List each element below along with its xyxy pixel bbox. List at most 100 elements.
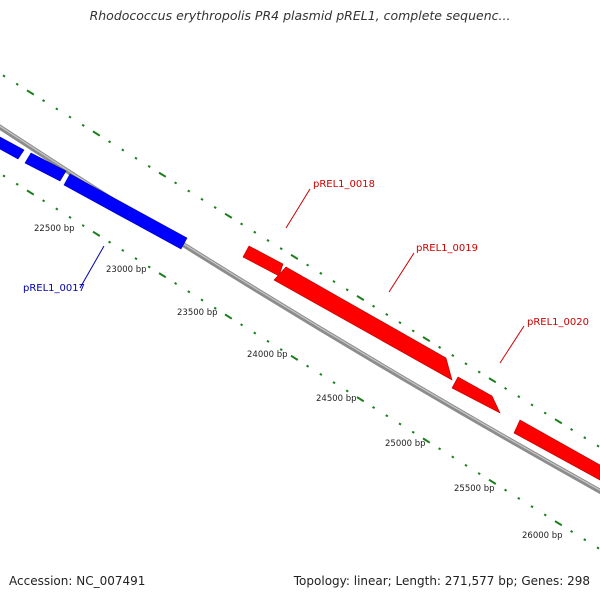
minor-tick: [411, 430, 415, 434]
major-tick: [158, 171, 167, 178]
gene-label-pREL1_0017[interactable]: pREL1_0017: [23, 283, 85, 294]
minor-tick: [530, 403, 534, 407]
minor-tick: [213, 306, 217, 310]
minor-tick: [372, 405, 376, 409]
gene-arrow-plus-0018[interactable]: [242, 245, 284, 277]
minor-tick: [517, 496, 521, 500]
major-tick: [290, 253, 299, 260]
minor-tick: [596, 546, 600, 550]
minor-tick: [477, 472, 481, 476]
major-tick: [26, 189, 35, 196]
position-label: 24500 bp: [316, 394, 357, 404]
minor-tick: [279, 348, 283, 352]
minor-tick: [306, 263, 310, 267]
position-label: 23000 bp: [106, 265, 147, 275]
major-tick: [554, 418, 563, 425]
position-label: 25500 bp: [454, 484, 495, 494]
minor-tick: [15, 182, 19, 186]
minor-tick: [55, 207, 59, 211]
gene-arrow-plus-0019[interactable]: [273, 266, 453, 381]
minor-tick: [464, 362, 468, 366]
minor-tick: [372, 304, 376, 308]
minor-tick: [2, 74, 6, 78]
minor-tick: [213, 206, 217, 210]
gene-arrow-minus-segment-3[interactable]: [63, 173, 188, 250]
minor-tick: [464, 463, 468, 467]
topology-summary: Topology: linear; Length: 271,577 bp; Ge…: [293, 574, 590, 588]
leader-line-pREL1_0017: [79, 245, 105, 289]
minor-tick: [319, 372, 323, 376]
map-title: Rhodococcus erythropolis PR4 plasmid pRE…: [89, 8, 511, 23]
minor-tick: [42, 199, 46, 203]
minor-tick: [253, 230, 257, 234]
minor-tick: [134, 156, 138, 160]
gene-arrow-minus-segment-1[interactable]: [0, 136, 25, 160]
major-tick: [488, 478, 497, 485]
minor-tick: [81, 224, 85, 228]
gene-pREL1_0017[interactable]: [0, 136, 188, 250]
backbone-highlight: [0, 125, 600, 491]
gene-arrow-plus-0020a[interactable]: [451, 376, 501, 414]
major-tick: [224, 212, 233, 219]
minor-tick: [147, 265, 151, 269]
position-label: 23500 bp: [177, 308, 218, 318]
major-tick: [554, 520, 563, 527]
position-label: 26000 bp: [522, 531, 563, 541]
minor-tick: [345, 389, 349, 393]
minor-tick: [438, 447, 442, 451]
major-tick: [422, 437, 431, 444]
minor-tick: [583, 538, 587, 542]
minor-tick: [385, 414, 389, 418]
minor-tick: [530, 505, 534, 509]
minor-tick: [451, 455, 455, 459]
minor-tick: [187, 290, 191, 294]
minor-tick: [147, 164, 151, 168]
minor-tick: [583, 436, 587, 440]
major-tick: [356, 396, 365, 403]
gene-label-pREL1_0018[interactable]: pREL1_0018: [313, 179, 375, 190]
minor-tick: [411, 329, 415, 333]
minor-tick: [332, 381, 336, 385]
minor-tick: [68, 115, 72, 119]
major-tick: [92, 230, 101, 237]
minor-tick: [253, 331, 257, 335]
minor-tick: [543, 411, 547, 415]
gene-label-pREL1_0019[interactable]: pREL1_0019: [416, 243, 478, 254]
minor-tick: [174, 181, 178, 185]
position-label: 22500 bp: [34, 224, 75, 234]
major-tick: [224, 313, 233, 320]
major-tick: [92, 130, 101, 137]
gene-pREL1_0019[interactable]: [273, 266, 453, 381]
minor-tick: [121, 248, 125, 252]
minor-tick: [543, 513, 547, 517]
minor-tick: [385, 312, 389, 316]
minor-tick: [438, 345, 442, 349]
position-label: 24000 bp: [247, 350, 288, 360]
position-label: 25000 bp: [385, 439, 426, 449]
outer-tick-track: [2, 74, 600, 448]
gene-arrow-plus-0020b[interactable]: [513, 419, 600, 481]
minor-tick: [345, 288, 349, 292]
sequence-backbone: [0, 124, 600, 495]
major-tick: [290, 354, 299, 361]
minor-tick: [240, 222, 244, 226]
minor-tick: [200, 197, 204, 201]
minor-tick: [332, 280, 336, 284]
minor-tick: [266, 339, 270, 343]
minor-tick: [240, 323, 244, 327]
leader-line-pREL1_0019: [388, 252, 415, 293]
gene-label-pREL1_0020[interactable]: pREL1_0020: [527, 317, 589, 328]
minor-tick: [279, 247, 283, 251]
gene-pREL1_0018[interactable]: [242, 245, 284, 277]
minor-tick: [15, 82, 19, 86]
gene-pREL1_0020[interactable]: [451, 376, 600, 481]
minor-tick: [200, 298, 204, 302]
minor-tick: [68, 215, 72, 219]
minor-tick: [55, 107, 59, 111]
minor-tick: [108, 240, 112, 244]
minor-tick: [504, 488, 508, 492]
gene-arrow-minus-segment-2[interactable]: [24, 152, 67, 182]
minor-tick: [596, 444, 600, 448]
minor-tick: [108, 140, 112, 144]
